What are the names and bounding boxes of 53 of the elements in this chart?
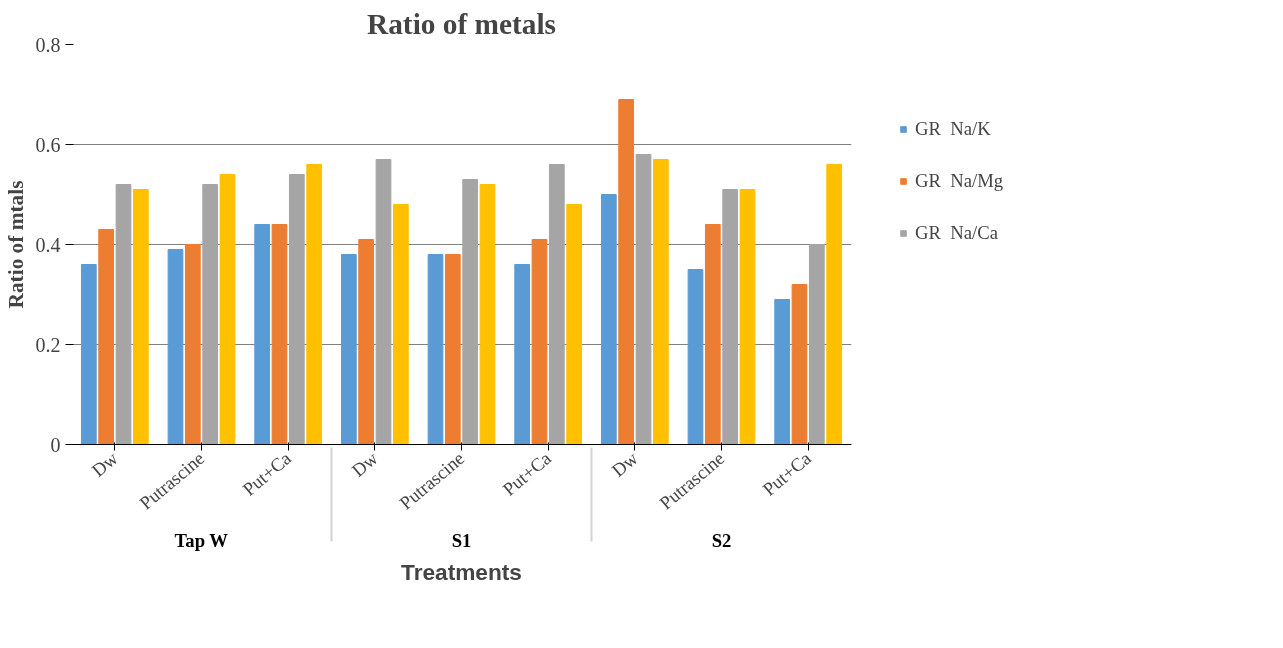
bar (826, 164, 843, 445)
x-tick-label: Dw (87, 447, 122, 481)
x-axis-title: Treatments (401, 558, 522, 585)
bar (739, 189, 756, 445)
y-tick-label: 0.8 (35, 33, 61, 56)
bar (687, 269, 704, 445)
bar (774, 299, 791, 445)
y-axis-title: Ratio of mtals (3, 180, 28, 309)
bar (600, 194, 617, 445)
bar (132, 189, 149, 445)
bar (219, 174, 236, 445)
bar (704, 224, 721, 445)
text: S2 (711, 529, 732, 551)
y-tick-label: 0.4 (35, 233, 61, 256)
bar (618, 99, 635, 445)
bar (392, 204, 409, 445)
bar (531, 239, 548, 445)
bar (635, 154, 652, 445)
bar (80, 264, 97, 445)
chart-title: Ratio of metals (367, 7, 556, 40)
bar (98, 229, 115, 445)
y-tick-label: 0.2 (35, 333, 61, 356)
bar (652, 159, 669, 445)
bar (791, 284, 808, 445)
bar (288, 174, 305, 445)
x-tick-label: Dw (347, 447, 382, 481)
bar (479, 184, 496, 445)
bar (306, 164, 323, 445)
bar (184, 244, 201, 445)
bar (254, 224, 271, 445)
bar (462, 179, 479, 445)
legend-label: GR Na/K (915, 117, 991, 140)
bar (548, 164, 565, 445)
bar (566, 204, 583, 445)
bar (514, 264, 531, 445)
bar (115, 184, 132, 445)
bar (167, 249, 184, 445)
bar (722, 189, 739, 445)
bar (375, 159, 392, 445)
y-tick-label: 0 (50, 433, 61, 456)
bar (340, 254, 357, 445)
bar (444, 254, 461, 445)
y-tick-label: 0.6 (35, 133, 61, 156)
legend-label: GR Na/Ca (915, 221, 998, 244)
legend-label: GR Na/Mg (915, 169, 1004, 192)
x-tick-label: Dw (607, 447, 642, 481)
bar (427, 254, 444, 445)
text: S1 (451, 529, 472, 551)
text: Tap W (174, 529, 229, 551)
bar (358, 239, 375, 445)
bar (271, 224, 288, 445)
bar (808, 244, 825, 445)
bar (202, 184, 219, 445)
